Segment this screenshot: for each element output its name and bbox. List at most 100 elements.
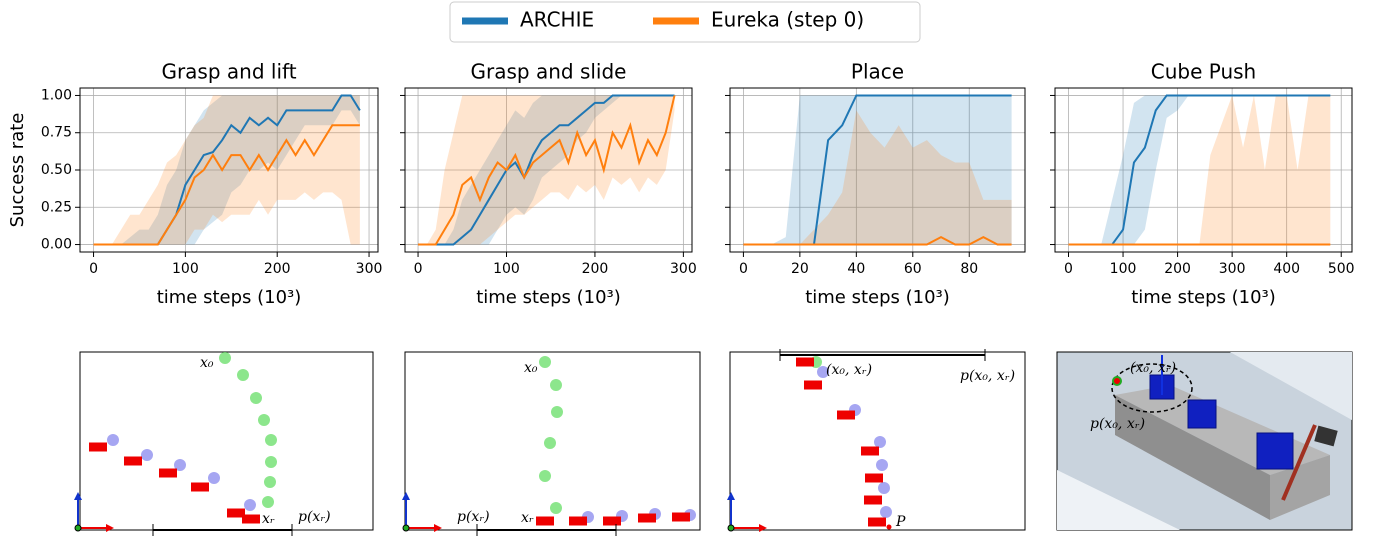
trajectory-point (141, 449, 153, 461)
trajectory-point (551, 406, 563, 418)
object-marker (603, 516, 621, 526)
error-band (418, 95, 675, 245)
object-marker (837, 410, 855, 420)
series-line (418, 94, 675, 246)
origin (727, 524, 735, 532)
trajectory-point (107, 434, 119, 446)
diagram-label: xᵣ (262, 511, 275, 527)
trajectory-point (264, 476, 276, 488)
object-marker (868, 517, 886, 527)
x-tick-label: 0 (414, 261, 423, 277)
object-marker (672, 512, 690, 522)
axes-frame (1054, 87, 1353, 253)
trajectory-point (544, 437, 556, 449)
cube (1256, 432, 1294, 470)
trajectory-point (539, 470, 551, 482)
y-tick-label: 0.00 (41, 237, 72, 253)
trajectory-point (874, 436, 886, 448)
error-band (743, 110, 1012, 245)
x-axis-label: time steps (10³) (157, 287, 302, 308)
flag (1314, 425, 1338, 447)
floor-tile (1230, 352, 1352, 420)
error-band (1068, 95, 1331, 245)
error-band (418, 95, 675, 245)
x-tick-label: 20 (791, 261, 809, 277)
x-axis-label: time steps (10³) (476, 287, 621, 308)
arrow-head (759, 524, 767, 532)
arrow-head (727, 492, 735, 500)
chart-title: Grasp and slide (471, 60, 627, 84)
x-tick-label: 500 (1328, 261, 1355, 277)
x-tick-label: 80 (960, 261, 978, 277)
highlight (1111, 363, 1193, 413)
trajectory-point (208, 472, 220, 484)
x-tick-label: 0 (89, 261, 98, 277)
diagram-label: p(x₀, xᵣ) (1090, 416, 1145, 432)
trajectory-point (174, 459, 186, 471)
series-line (93, 124, 360, 246)
floor-tile (1057, 470, 1180, 530)
cube (1187, 399, 1217, 429)
trajectory-point (262, 496, 274, 508)
slab-side (1270, 455, 1330, 520)
object-marker (227, 508, 245, 518)
y-tick-label: 0.75 (41, 125, 72, 141)
chart-title: Place (851, 60, 904, 84)
diagram-label: xᵣ (521, 510, 534, 526)
error-band (93, 95, 360, 245)
arrow-head (402, 492, 410, 500)
trajectory-point (244, 499, 256, 511)
x-tick-label: 300 (356, 261, 383, 277)
start-point (1112, 376, 1122, 386)
trajectory-point (817, 366, 829, 378)
trajectory-point (550, 502, 562, 514)
y-tick-label: 1.00 (41, 87, 72, 103)
trajectory-point (250, 392, 262, 404)
object-marker (864, 495, 882, 505)
object-marker (865, 473, 883, 483)
object-marker (124, 456, 142, 466)
series-line (743, 235, 1012, 246)
object-marker (804, 380, 822, 390)
object-marker (536, 516, 554, 526)
diagram-label: (x₀, xᵣ) (826, 362, 872, 378)
error-band (1068, 95, 1331, 245)
object-marker (191, 482, 209, 492)
diagram-label: p(xᵣ) (457, 509, 490, 525)
axes-frame (404, 87, 693, 253)
trajectory-point (219, 352, 231, 364)
object-marker (796, 357, 814, 367)
trajectory-point (539, 356, 551, 368)
object-marker (242, 514, 260, 524)
x-tick-label: 300 (670, 261, 697, 277)
object-marker (159, 468, 177, 478)
error-band (743, 95, 1012, 245)
axes-frame (79, 87, 379, 253)
diagram-label: p(xᵣ) (298, 509, 331, 525)
x-tick-label: 100 (172, 261, 199, 277)
trajectory-point (876, 459, 888, 471)
trajectory-point (265, 456, 277, 468)
x-tick-label: 40 (847, 261, 865, 277)
diagram-label: P (895, 514, 906, 530)
diagram-label: x₀ (200, 355, 214, 371)
x-tick-label: 200 (264, 261, 291, 277)
arrow-head (434, 524, 442, 532)
x-axis-label: time steps (10³) (805, 287, 950, 308)
x-axis-label: time steps (10³) (1131, 287, 1276, 308)
arrow-head (74, 492, 82, 500)
legend-label: ARCHIE (520, 8, 594, 32)
diagram-label: x₀ (524, 360, 538, 376)
x-tick-label: 300 (1219, 261, 1246, 277)
origin (402, 524, 410, 532)
trajectory-point (550, 379, 562, 391)
y-axis-label: Success rate (7, 113, 28, 228)
diagram-label: (x₀, xᵣ) (1130, 360, 1176, 376)
y-tick-label: 0.50 (41, 162, 72, 178)
x-tick-label: 0 (739, 261, 748, 277)
object-marker (569, 516, 587, 526)
object-marker (861, 446, 879, 456)
series-line (418, 95, 676, 246)
